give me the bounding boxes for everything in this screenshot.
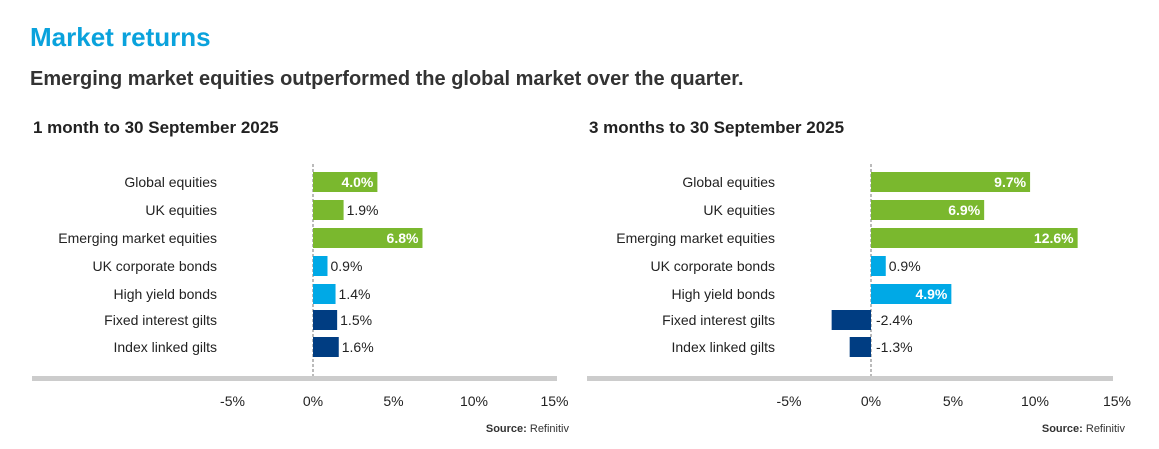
category-label: Emerging market equities [616, 230, 775, 246]
category-label: Index linked gilts [113, 339, 217, 355]
category-label: Emerging market equities [58, 230, 217, 246]
category-label: Fixed interest gilts [104, 312, 217, 328]
chart-title-3-months: 3 months to 30 September 2025 [589, 118, 845, 137]
value-label: 12.6% [1034, 230, 1074, 246]
value-label: 9.7% [994, 174, 1026, 190]
bar [831, 310, 871, 330]
bar [871, 200, 985, 220]
bar [871, 284, 952, 304]
category-label: Global equities [682, 174, 775, 190]
category-label: Global equities [124, 174, 217, 190]
x-tick-label: 0% [861, 393, 881, 409]
category-label: High yield bonds [113, 286, 217, 302]
source-label: Source: [486, 423, 530, 435]
value-label: 0.9% [889, 258, 921, 274]
category-label: Index linked gilts [671, 339, 775, 355]
source-value: Refinitiv [530, 423, 570, 435]
source-note: Source: Refinitiv [1042, 423, 1126, 435]
value-label: 1.9% [347, 202, 379, 218]
x-axis-line [32, 376, 557, 381]
bar [849, 337, 871, 357]
bar [871, 228, 1078, 248]
bar [313, 228, 423, 248]
bar [313, 337, 339, 357]
x-tick-label: 10% [460, 393, 488, 409]
x-tick-label: 15% [540, 393, 568, 409]
source-label: Source: [1042, 423, 1086, 435]
category-label: UK equities [703, 202, 775, 218]
x-tick-label: 0% [303, 393, 323, 409]
category-label: UK equities [145, 202, 217, 218]
x-axis-line [587, 376, 1113, 381]
value-label: 6.8% [387, 230, 419, 246]
chart-title-1-month: 1 month to 30 September 2025 [33, 118, 279, 137]
page-subtitle: Emerging market equities outperformed th… [30, 68, 744, 90]
bar [313, 172, 378, 192]
category-label: Fixed interest gilts [662, 312, 775, 328]
page-title: Market returns [30, 22, 211, 52]
value-label: 0.9% [330, 258, 362, 274]
bar [313, 284, 336, 304]
value-label: 1.4% [339, 286, 371, 302]
value-label: 1.5% [340, 312, 372, 328]
value-label: 4.9% [915, 286, 947, 302]
value-label: 6.9% [948, 202, 980, 218]
source-note: Source: Refinitiv [486, 423, 570, 435]
bar [871, 256, 886, 276]
source-value: Refinitiv [1086, 423, 1126, 435]
value-label: 4.0% [341, 174, 373, 190]
x-tick-label: -5% [777, 393, 802, 409]
x-tick-label: 5% [383, 393, 403, 409]
x-tick-label: 10% [1021, 393, 1049, 409]
category-label: High yield bonds [671, 286, 775, 302]
x-tick-label: -5% [220, 393, 245, 409]
value-label: -2.4% [876, 312, 913, 328]
category-label: UK corporate bonds [650, 258, 775, 274]
value-label: 1.6% [342, 339, 374, 355]
x-tick-label: 5% [943, 393, 963, 409]
value-label: -1.3% [876, 339, 913, 355]
bar [871, 172, 1031, 192]
bar [313, 200, 344, 220]
x-tick-label: 15% [1103, 393, 1131, 409]
bar [313, 310, 338, 330]
bar [313, 256, 328, 276]
category-label: UK corporate bonds [92, 258, 217, 274]
